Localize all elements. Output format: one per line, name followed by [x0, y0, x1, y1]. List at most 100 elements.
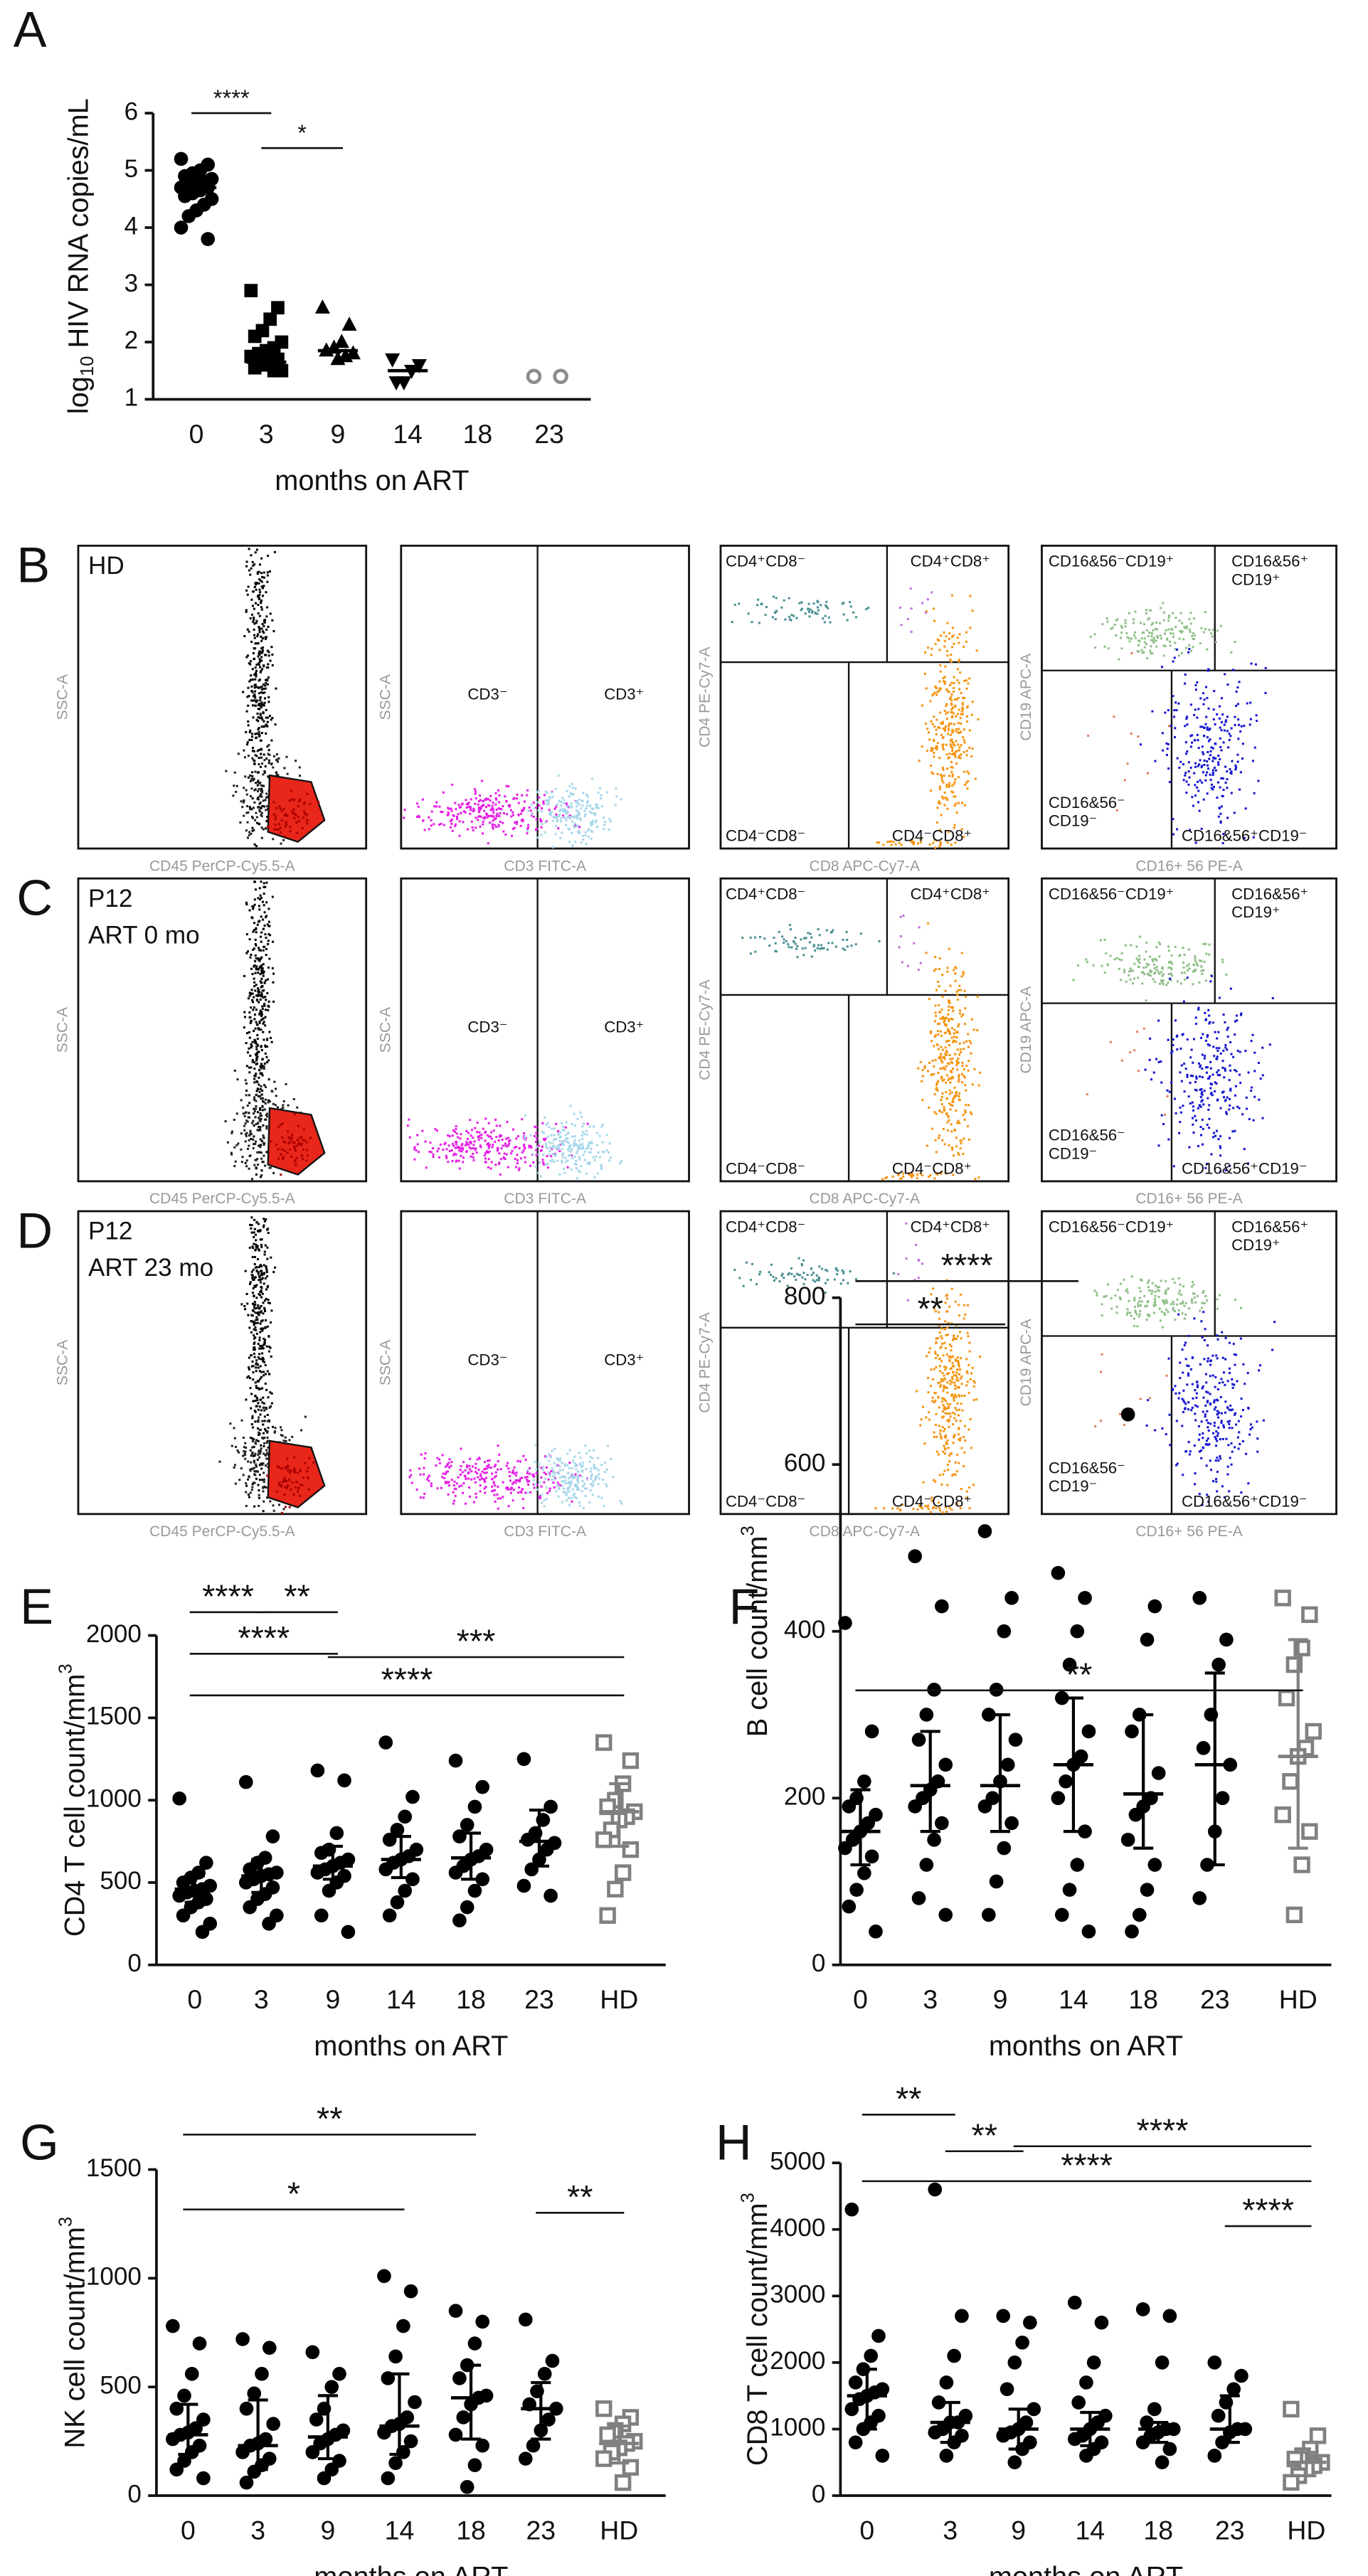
event-dot	[596, 1457, 599, 1459]
event-dot	[576, 1151, 578, 1154]
event-dot	[541, 810, 544, 813]
event-dot	[1184, 752, 1187, 755]
event-dot	[260, 635, 263, 638]
event-dot	[934, 968, 937, 971]
event-dot	[280, 831, 282, 834]
event-dot	[603, 816, 605, 819]
event-dot	[946, 967, 949, 969]
event-dot	[275, 807, 277, 809]
event-dot	[902, 914, 905, 917]
event-dot	[943, 709, 946, 713]
event-dot	[943, 1021, 945, 1023]
event-dot	[257, 1402, 260, 1405]
event-dot	[948, 683, 951, 686]
event-dot	[250, 699, 253, 702]
event-dot	[243, 1308, 247, 1311]
event-dot	[250, 738, 253, 741]
event-dot	[484, 1157, 487, 1160]
event-dot	[264, 916, 267, 919]
event-dot	[595, 1155, 598, 1158]
event-dot	[250, 1006, 253, 1009]
event-dot	[568, 1484, 571, 1486]
event-dot	[1223, 1076, 1226, 1079]
event-dot	[259, 1095, 262, 1097]
event-dot	[253, 647, 255, 650]
event-dot	[459, 1137, 462, 1140]
event-dot	[252, 1309, 255, 1313]
event-dot	[256, 1081, 259, 1084]
event-dot	[960, 1081, 963, 1084]
event-dot	[1208, 1014, 1211, 1017]
event-dot	[259, 704, 262, 707]
event-dot	[541, 807, 544, 810]
event-dot	[260, 1174, 263, 1177]
event-dot	[254, 1249, 257, 1252]
event-dot	[265, 1449, 268, 1452]
event-dot	[539, 1141, 541, 1144]
event-dot	[1105, 617, 1108, 620]
event-dot	[1167, 973, 1170, 976]
event-dot	[1219, 1052, 1222, 1055]
event-dot	[270, 1309, 273, 1312]
event-dot	[442, 1472, 445, 1475]
event-dot	[249, 779, 252, 782]
event-dot	[578, 826, 580, 829]
event-dot	[260, 1157, 263, 1160]
event-dot	[454, 824, 457, 827]
event-dot	[939, 843, 942, 846]
event-dot	[1221, 841, 1224, 844]
event-dot	[243, 1449, 245, 1453]
event-dot	[259, 1311, 263, 1314]
event-dot	[255, 965, 258, 968]
event-dot	[953, 642, 955, 645]
event-dot	[933, 619, 935, 622]
event-dot	[1109, 954, 1112, 957]
event-dot	[477, 1476, 479, 1479]
event-dot	[556, 818, 558, 821]
event-dot	[953, 681, 955, 684]
event-dot	[958, 633, 961, 636]
event-dot	[304, 1415, 307, 1418]
event-dot	[952, 706, 955, 709]
event-dot	[544, 1473, 547, 1476]
event-dot	[1253, 746, 1256, 749]
event-dot	[938, 1011, 941, 1013]
event-dot	[1202, 1127, 1204, 1130]
event-dot	[270, 1402, 273, 1405]
event-dot	[1193, 739, 1196, 742]
event-dot	[262, 1134, 265, 1137]
event-dot	[950, 681, 953, 684]
event-dot	[293, 1469, 296, 1471]
event-dot	[264, 1098, 267, 1101]
event-dot	[1188, 1146, 1191, 1149]
event-dot	[581, 804, 584, 807]
event-dot	[1226, 1028, 1229, 1031]
event-dot	[230, 1444, 233, 1447]
event-dot	[581, 1461, 584, 1464]
event-dot	[1205, 715, 1208, 718]
event-dot	[452, 1502, 455, 1505]
event-dot	[957, 1057, 960, 1060]
event-dot	[948, 1039, 950, 1042]
event-dot	[270, 1321, 272, 1324]
event-dot	[492, 1129, 495, 1132]
event-dot	[271, 619, 274, 622]
event-dot	[1226, 1048, 1229, 1051]
event-dot	[253, 1040, 256, 1043]
event-dot	[252, 930, 255, 933]
event-dot	[1256, 719, 1258, 723]
event-dot	[266, 815, 269, 819]
event-dot	[561, 1501, 564, 1503]
event-dot	[302, 802, 305, 805]
event-dot	[259, 1294, 262, 1297]
event-dot	[477, 808, 480, 811]
event-dot	[572, 1494, 575, 1496]
event-dot	[1179, 612, 1182, 614]
event-dot	[257, 1304, 260, 1307]
event-dot	[1155, 1058, 1158, 1060]
event-dot	[1194, 683, 1197, 686]
event-dot	[570, 1168, 573, 1171]
event-dot	[464, 1144, 467, 1146]
event-dot	[261, 1058, 264, 1061]
event-dot	[265, 708, 267, 711]
